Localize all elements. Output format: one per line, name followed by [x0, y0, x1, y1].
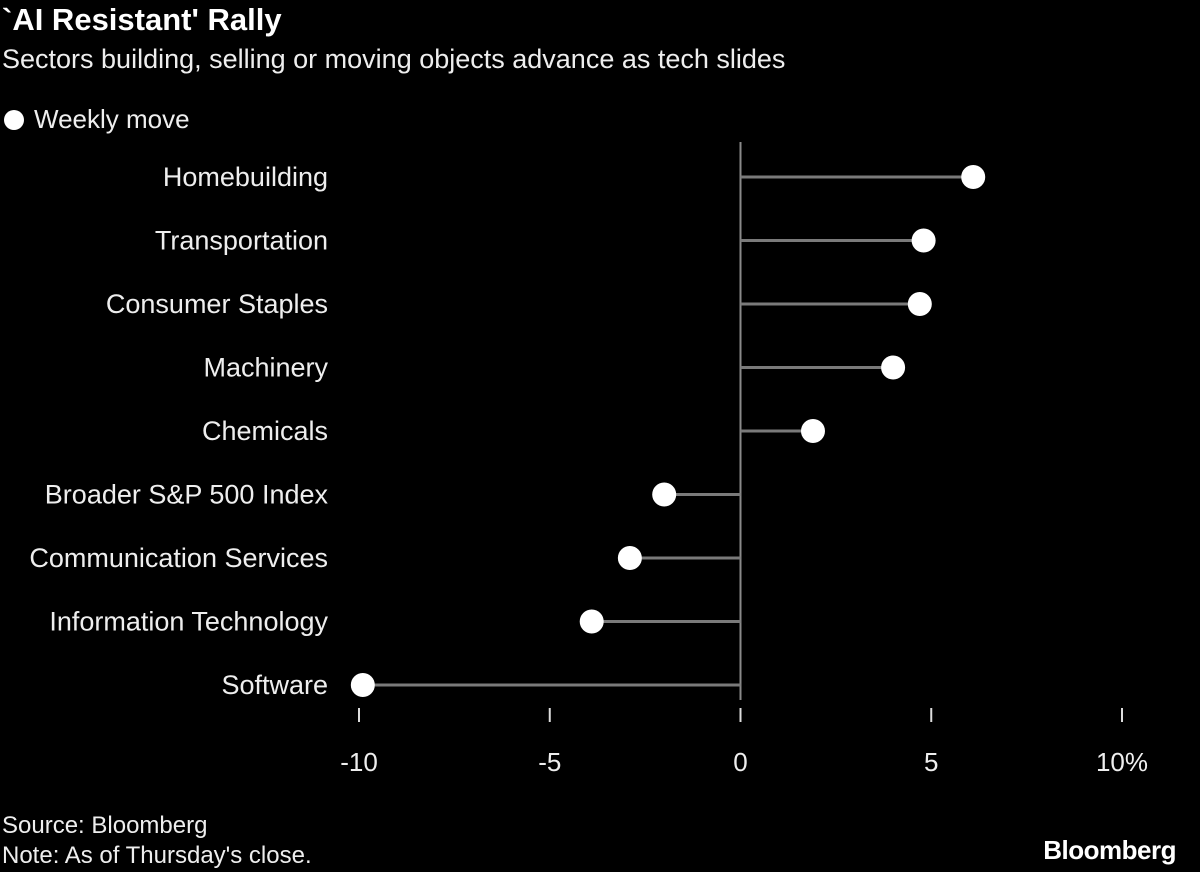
data-point [350, 673, 375, 697]
x-tick-label: -10 [340, 747, 378, 777]
x-tick-label: 5 [924, 747, 938, 777]
category-label: Software [221, 670, 328, 700]
category-label: Communication Services [29, 543, 328, 573]
data-point [800, 419, 825, 443]
footnote: Note: As of Thursday's close. [2, 842, 312, 869]
chart-subtitle: Sectors building, selling or moving obje… [2, 44, 786, 74]
x-tick-label: 0 [733, 747, 747, 777]
category-label: Homebuilding [163, 162, 328, 192]
data-point [907, 292, 932, 316]
category-label: Consumer Staples [106, 289, 328, 319]
data-point [617, 546, 642, 570]
bloomberg-logo: Bloomberg [1043, 835, 1176, 865]
category-label: Broader S&P 500 Index [45, 480, 329, 510]
data-point [881, 355, 906, 380]
chart-title: `AI Resistant' Rally [2, 2, 282, 37]
data-point [961, 165, 986, 189]
data-point [652, 482, 677, 507]
legend: Weekly move [4, 104, 190, 135]
category-label: Information Technology [49, 607, 328, 637]
legend-marker-icon [4, 109, 24, 130]
category-label: Machinery [203, 353, 328, 383]
data-point [579, 609, 604, 634]
source-note: Source: Bloomberg [2, 812, 208, 839]
data-point [911, 228, 936, 253]
legend-label: Weekly move [34, 104, 190, 134]
category-label: Transportation [155, 226, 328, 256]
category-label: Chemicals [202, 416, 328, 446]
x-tick-label: 10% [1096, 747, 1148, 777]
x-tick-label: -5 [538, 747, 561, 777]
